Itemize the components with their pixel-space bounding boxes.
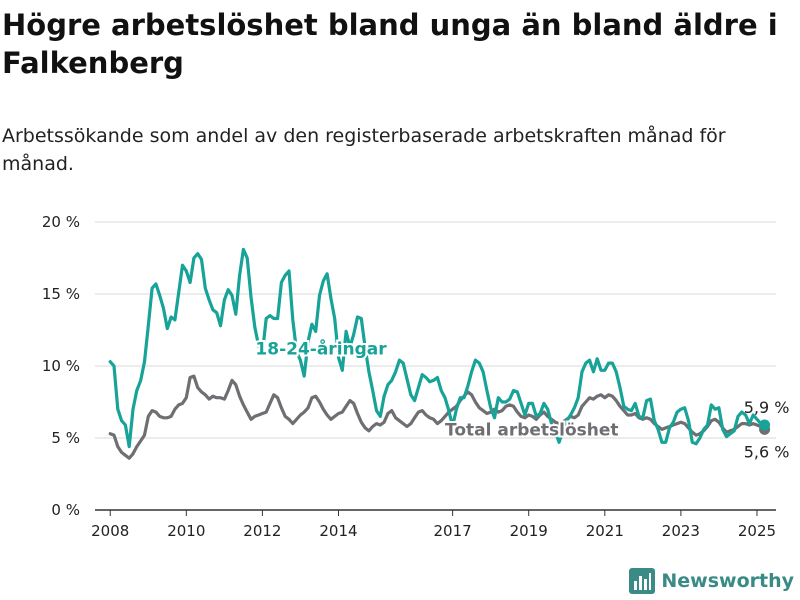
- bar-chart-icon: [629, 568, 656, 594]
- y-tick-label: 15 %: [42, 285, 80, 303]
- chart-labels: 18-24-åringar Total arbetslöshet 5,9 % 5,6 …: [253, 336, 790, 462]
- x-tick-label: 2012: [243, 522, 281, 540]
- total-end-value-label: 5,6 %: [744, 442, 790, 461]
- y-tick-label: 0 %: [51, 501, 80, 519]
- brand-name: Newsworthy: [661, 570, 794, 592]
- brand-footer: Newsworthy: [629, 566, 794, 596]
- youth-series-line: [108, 247, 767, 449]
- x-tick-label: 2008: [91, 522, 129, 540]
- x-tick-label: 2021: [586, 522, 624, 540]
- x-tick-label: 2019: [510, 522, 548, 540]
- youth-series-label: 18-24-åringar: [255, 338, 387, 360]
- gridlines: [95, 221, 776, 511]
- youth-end-value-label: 5,9 %: [744, 398, 790, 417]
- total-series-label: Total arbetslöshet: [445, 420, 619, 440]
- chart-title: Högre arbetslöshet bland unga än bland ä…: [2, 8, 778, 80]
- axes: 0 % 5 % 10 % 15 % 20 % 2008 2010 2012 2014 2017 20…: [42, 213, 776, 540]
- y-tick-label: 10 %: [42, 357, 80, 375]
- x-tick-label: 2023: [662, 522, 700, 540]
- x-tick-label: 2014: [319, 522, 357, 540]
- y-tick-label: 5 %: [51, 429, 80, 447]
- y-tick-label: 20 %: [42, 213, 80, 231]
- line-chart: 0 % 5 % 10 % 15 % 20 % 2008 2010 2012 2014 2017 20…: [42, 213, 790, 540]
- x-tick-label: 2025: [738, 522, 776, 540]
- series-lines: [108, 247, 771, 460]
- total-series-line: [108, 374, 767, 460]
- x-tick-label: 2017: [434, 522, 472, 540]
- youth-end-point: [759, 419, 771, 431]
- x-tick-label: 2010: [167, 522, 205, 540]
- chart-subtitle: Arbetssökande som andel av den registerb…: [2, 125, 726, 175]
